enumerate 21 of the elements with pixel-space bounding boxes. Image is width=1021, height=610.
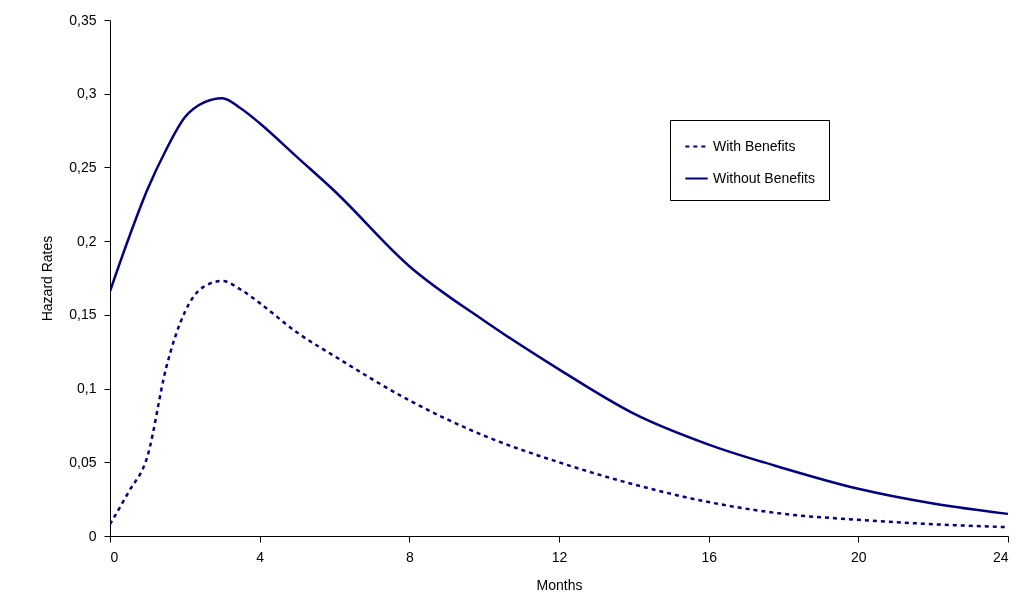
x-tick-label: 8 <box>405 548 414 565</box>
x-axis-title: Months <box>536 576 583 593</box>
line-series <box>110 279 1008 529</box>
x-tick-label: 0 <box>110 548 119 565</box>
y-tick-label: 0,05 <box>69 453 97 470</box>
x-tick-label: 20 <box>851 548 867 565</box>
y-tick-label: 0,1 <box>77 380 97 397</box>
x-tick-label: 12 <box>551 548 568 565</box>
y-tick-label: 0,3 <box>77 85 97 102</box>
legend-label: Without Benefits <box>713 169 815 186</box>
y-axis-title: Hazard Rates <box>39 235 56 322</box>
y-tick-label: 0,35 <box>69 11 97 28</box>
x-tick-label: 4 <box>256 548 265 565</box>
y-tick-label: 0,2 <box>77 232 97 249</box>
x-tick-label: 16 <box>701 548 718 565</box>
line-series <box>110 96 1008 516</box>
legend-label: With Benefits <box>713 137 796 154</box>
y-tick-label: 0 <box>88 527 97 544</box>
x-tick-label: 24 <box>992 548 1009 565</box>
y-tick-label: 0,25 <box>69 158 97 175</box>
y-tick-label: 0,15 <box>69 306 97 323</box>
